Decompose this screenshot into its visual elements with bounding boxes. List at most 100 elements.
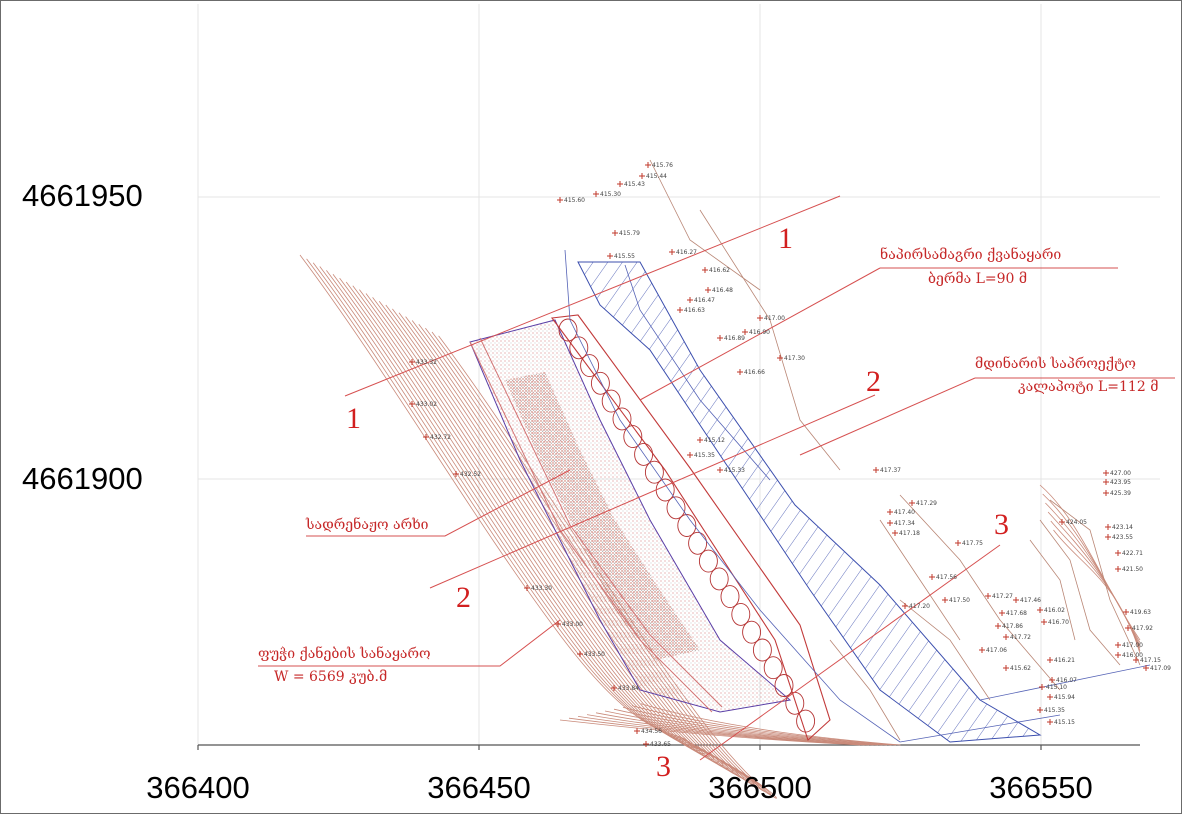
riprap-circle [601, 389, 621, 413]
spot-height-marker [892, 530, 898, 536]
spot-height-marker [612, 230, 618, 236]
spot-height-value: 416.07 [1056, 677, 1077, 684]
spot-height-value: 432.72 [430, 434, 451, 441]
berm-label-line1: ნაპირსამაგრი ქვანაყარი [880, 247, 1062, 263]
spot-height-value: 416.47 [694, 297, 715, 304]
riprap-circle [623, 425, 643, 449]
riprap-circle [742, 620, 762, 644]
spot-height-value: 417.06 [986, 647, 1007, 654]
riprap-circle [644, 460, 664, 484]
spoil-dump-core [505, 372, 700, 660]
spot-height-marker [687, 452, 693, 458]
spot-height-value: 417.75 [962, 540, 983, 547]
spot-height-marker [717, 335, 723, 341]
spot-height-marker [645, 162, 651, 168]
section-marker-3-bottom: 3 [656, 750, 671, 783]
riprap-circle [634, 442, 654, 466]
contour-line [1053, 529, 1141, 654]
contour-line [640, 703, 901, 746]
spot-height-value: 417.30 [784, 355, 805, 362]
drainage-ditch-label: სადრენაჟო არხი [306, 517, 429, 533]
river-channel-label-line2: კალაპოტი L=112 მ [1018, 379, 1159, 395]
spot-height-value: 433.02 [416, 401, 437, 408]
spot-height-marker [1133, 657, 1139, 663]
terrain-lines [649, 159, 1141, 741]
coordinate-grid [197, 4, 1160, 745]
spot-height-value: 417.20 [909, 603, 930, 610]
spot-height-marker [607, 253, 613, 259]
spot-height-value: 424.05 [1066, 519, 1087, 526]
spot-height-value: 415.60 [564, 197, 585, 204]
spot-height-value: 433.50 [584, 651, 605, 658]
spot-height-value: 425.39 [1110, 490, 1131, 497]
spot-height-value: 433.84 [618, 685, 639, 692]
spot-height-value: 415.79 [619, 230, 640, 237]
spot-height-marker [702, 267, 708, 273]
spot-height-marker [979, 647, 985, 653]
spot-height-value: 434.56 [641, 728, 662, 735]
spot-height-marker [687, 297, 693, 303]
riprap-circle [774, 674, 794, 697]
spot-height-value: 416.63 [684, 307, 705, 314]
spot-height-marker [524, 585, 530, 591]
spot-height-marker [677, 307, 683, 313]
spot-height-value: 423.14 [1112, 524, 1133, 531]
spot-height-value: 421.50 [1122, 566, 1143, 573]
riprap-circle [558, 318, 578, 342]
spot-height-marker [697, 437, 703, 443]
y-coordinate-label: 4661900 [22, 461, 143, 496]
spot-height-value: 417.27 [992, 593, 1013, 600]
spot-height-marker [955, 540, 961, 546]
spot-height-value: 433.00 [562, 621, 583, 628]
spot-height-value: 423.55 [1112, 534, 1133, 541]
spot-height-marker [1105, 524, 1111, 530]
spot-height-marker [742, 329, 748, 335]
x-coordinate-label: 366500 [708, 770, 812, 805]
spot-height-value: 417.56 [936, 574, 957, 581]
spot-height-value: 415.35 [1044, 707, 1065, 714]
spot-height-marker [611, 685, 617, 691]
spot-height-marker [577, 651, 583, 657]
spot-height-value: 417.50 [949, 597, 970, 604]
spot-height-value: 417.15 [1140, 657, 1161, 664]
spoil-dump-label-line1: ფუჭი ქანების სანაყარო [258, 646, 431, 662]
spot-height-marker [557, 197, 563, 203]
spoil-dump-label-line2: W = 6569 კუბ.მ [274, 669, 388, 685]
spot-height-marker [1013, 597, 1019, 603]
riprap-circle [666, 496, 686, 520]
spot-height-marker [1143, 665, 1149, 671]
spot-height-marker [1115, 642, 1121, 648]
spot-height-marker [634, 728, 640, 734]
spot-height-marker [737, 369, 743, 375]
spot-height-marker [409, 401, 415, 407]
spot-height-value: 416.02 [1044, 607, 1065, 614]
spot-height-value: 417.40 [894, 509, 915, 516]
contour-line [604, 710, 883, 746]
spot-height-marker [1103, 490, 1109, 496]
x-coordinate-label: 366450 [427, 770, 531, 805]
spot-height-value: 417.18 [899, 530, 920, 537]
spot-height-value: 416.66 [744, 369, 765, 376]
berm-label-line2: ბერმა L=90 მ [928, 271, 1028, 287]
spot-height-value: 433.65 [650, 741, 671, 748]
section-marker-1-top: 1 [778, 222, 793, 255]
spot-height-value: 427.00 [1110, 470, 1131, 477]
spot-height-marker [1125, 625, 1131, 631]
spot-height-marker [777, 355, 783, 361]
spot-height-marker [1049, 677, 1055, 683]
spot-height-marker [453, 471, 459, 477]
spot-height-marker [1115, 652, 1121, 658]
spot-height-value: 419.63 [1130, 609, 1151, 616]
section-marker-2-top: 2 [866, 365, 881, 398]
riprap-circle [763, 656, 783, 680]
spot-height-marker [1103, 470, 1109, 476]
spot-height-marker [1003, 634, 1009, 640]
spot-height-marker [1037, 707, 1043, 713]
spot-height-marker [1105, 534, 1111, 540]
spot-height-marker [1103, 479, 1109, 485]
channel-axis-lines [564, 249, 1151, 743]
spot-height-marker [1047, 657, 1053, 663]
rock-berm [550, 314, 831, 741]
spot-height-value: 417.46 [1020, 597, 1041, 604]
map-axes [197, 744, 1140, 750]
